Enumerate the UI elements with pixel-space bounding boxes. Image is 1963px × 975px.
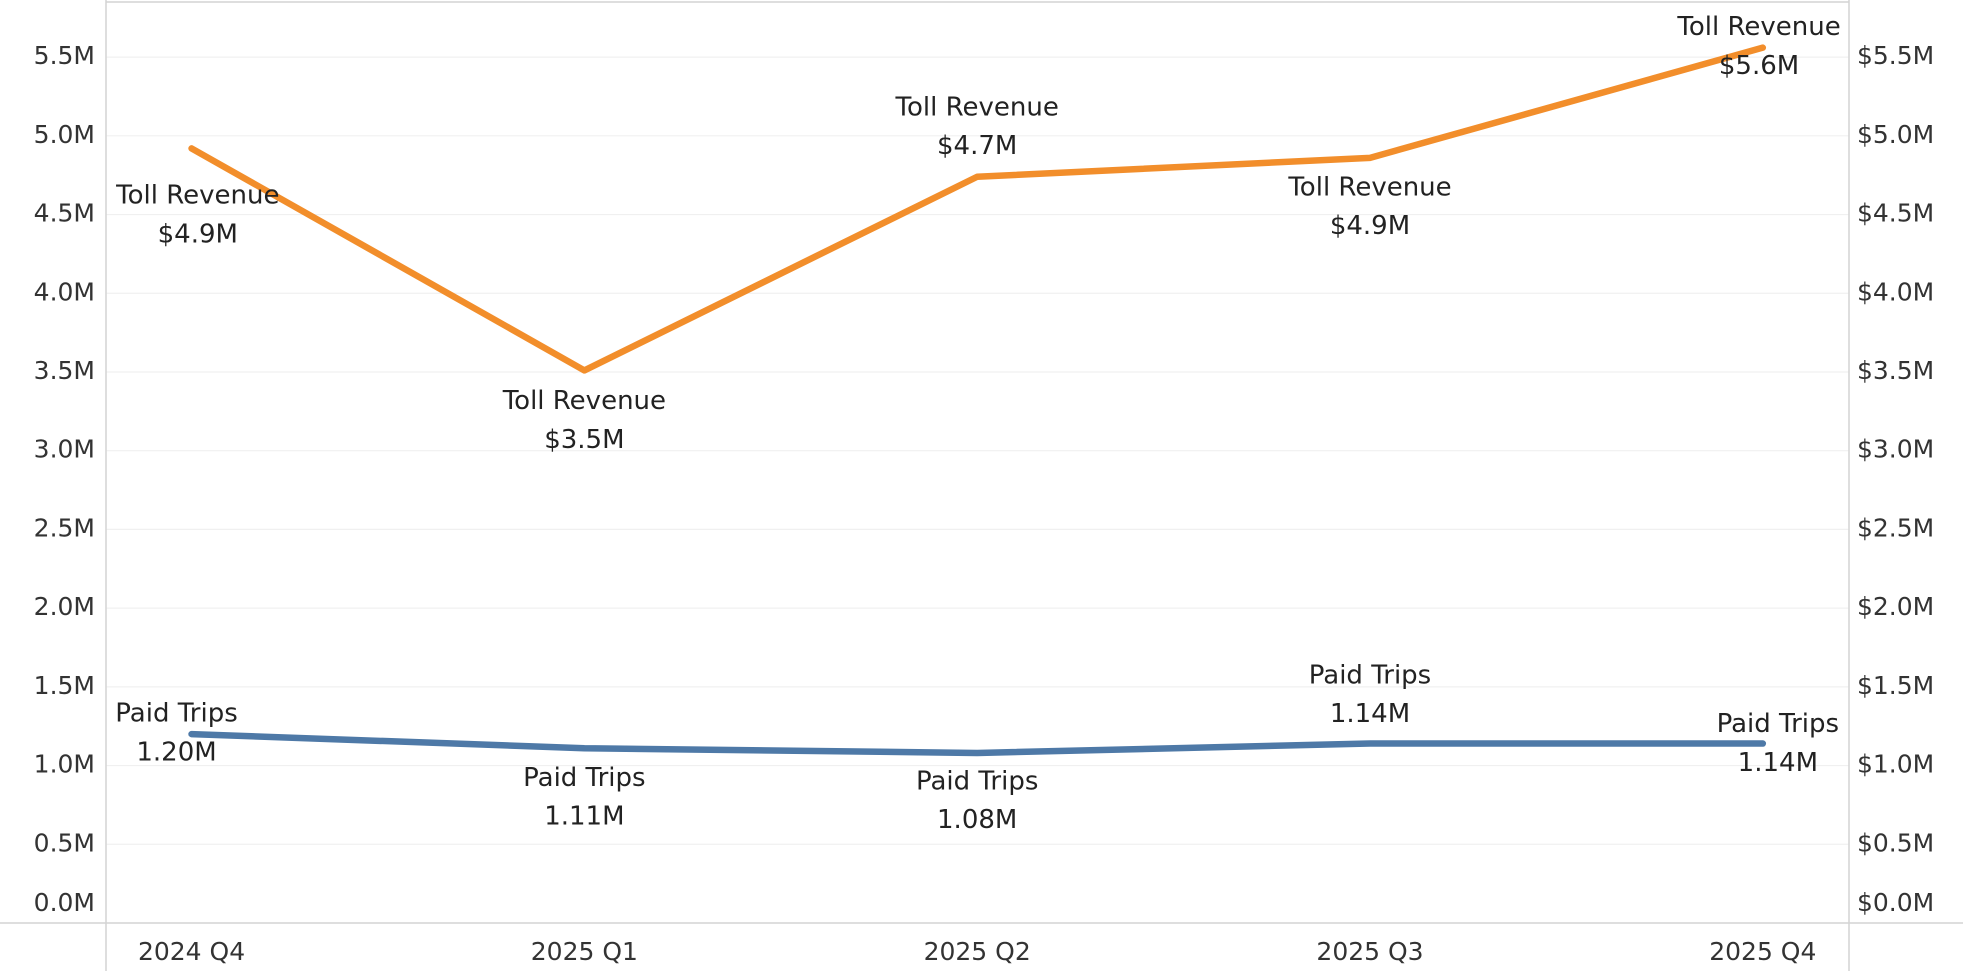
y2-tick-label: $1.0M bbox=[1857, 750, 1934, 779]
data-label-name: Paid Trips bbox=[1717, 709, 1839, 739]
y-tick-label: 4.5M bbox=[34, 199, 95, 228]
y2-tick-label: $5.0M bbox=[1857, 120, 1934, 149]
data-label-value: $4.9M bbox=[1330, 211, 1410, 241]
y2-tick-label: $5.5M bbox=[1857, 41, 1934, 70]
y2-tick-label: $1.5M bbox=[1857, 671, 1934, 700]
data-label-name: Toll Revenue bbox=[115, 180, 279, 210]
y2-tick-label: $3.0M bbox=[1857, 435, 1934, 464]
y-tick-label: 2.5M bbox=[34, 513, 95, 542]
x-tick-label: 2024 Q4 bbox=[138, 937, 245, 966]
y-tick-label: 3.5M bbox=[34, 356, 95, 385]
y2-tick-label: $0.5M bbox=[1857, 828, 1934, 857]
y2-tick-label: $3.5M bbox=[1857, 356, 1934, 385]
data-label-value: 1.14M bbox=[1738, 748, 1818, 778]
x-tick-label: 2025 Q3 bbox=[1316, 937, 1423, 966]
y-tick-label: 5.0M bbox=[34, 120, 95, 149]
data-label-name: Paid Trips bbox=[1309, 660, 1431, 690]
y2-tick-label: $2.0M bbox=[1857, 592, 1934, 621]
x-tick-label: 2025 Q2 bbox=[924, 937, 1031, 966]
y2-tick-label: $4.0M bbox=[1857, 277, 1934, 306]
data-label-value: 1.20M bbox=[136, 737, 216, 767]
data-label-value: $3.5M bbox=[544, 425, 624, 455]
data-label-value: 1.08M bbox=[937, 805, 1017, 835]
y2-tick-label: $4.5M bbox=[1857, 199, 1934, 228]
y-tick-label: 1.5M bbox=[34, 671, 95, 700]
data-label-name: Toll Revenue bbox=[502, 386, 666, 416]
data-label-value: $4.9M bbox=[158, 219, 238, 249]
data-label-value: 1.11M bbox=[544, 802, 624, 832]
data-label-name: Toll Revenue bbox=[895, 92, 1059, 122]
y-tick-label: 1.0M bbox=[34, 750, 95, 779]
data-label-value: 1.14M bbox=[1330, 699, 1410, 729]
y-tick-label: 3.0M bbox=[34, 435, 95, 464]
data-label-name: Paid Trips bbox=[916, 766, 1038, 796]
y-tick-label: 0.0M bbox=[34, 888, 95, 917]
x-tick-label: 2025 Q4 bbox=[1709, 937, 1816, 966]
y2-tick-label: $2.5M bbox=[1857, 513, 1934, 542]
series-line bbox=[188, 44, 1767, 374]
y2-tick-label: $0.0M bbox=[1857, 888, 1934, 917]
y-tick-label: 4.0M bbox=[34, 277, 95, 306]
data-label-name: Toll Revenue bbox=[1287, 172, 1451, 202]
x-tick-label: 2025 Q1 bbox=[531, 937, 638, 966]
data-label-name: Paid Trips bbox=[115, 699, 237, 729]
y-tick-label: 5.5M bbox=[34, 41, 95, 70]
data-label-name: Toll Revenue bbox=[1676, 12, 1840, 42]
series-line bbox=[188, 730, 1767, 757]
y-tick-label: 0.5M bbox=[34, 828, 95, 857]
data-label-name: Paid Trips bbox=[523, 763, 645, 793]
data-label-value: $4.7M bbox=[937, 131, 1017, 161]
y-tick-label: 2.0M bbox=[34, 592, 95, 621]
data-label-value: $5.6M bbox=[1719, 51, 1799, 81]
